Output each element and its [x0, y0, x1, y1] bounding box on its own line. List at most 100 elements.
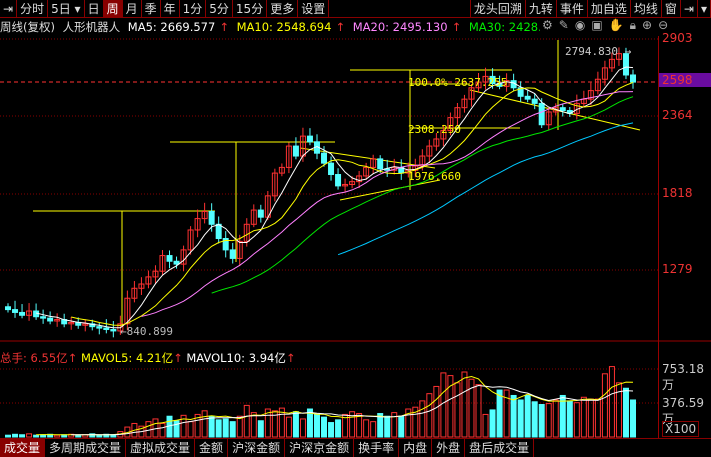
volume-bar: [271, 410, 278, 438]
toolbar-button[interactable]: 窗: [662, 0, 681, 18]
volume-tick: 376.59万: [662, 396, 704, 426]
indicator-tab[interactable]: 内盘: [399, 439, 433, 457]
candle-body: [208, 210, 215, 225]
candle-body: [5, 306, 11, 311]
total-volume: 总手: 6.55亿: [0, 351, 68, 365]
volume-bar: [587, 398, 594, 438]
mavol10-arrow: ↑: [285, 351, 296, 365]
indicator-tab[interactable]: 沪深金额: [228, 439, 286, 457]
hand-icon[interactable]: ✋: [608, 18, 624, 32]
candle-body: [26, 310, 33, 316]
ma5-value: MA5: 2669.577: [127, 20, 216, 34]
candle-body: [257, 209, 264, 218]
volume-bar: [370, 421, 377, 438]
candle-body: [349, 181, 356, 185]
toolbar-button[interactable]: ▾: [698, 0, 711, 18]
volume-bar: [398, 415, 405, 438]
candle-body: [524, 95, 531, 100]
candle-body: [306, 135, 313, 143]
toolbar-button[interactable]: ⇥: [681, 0, 698, 18]
candle-body: [68, 321, 75, 325]
volume-bar: [236, 415, 243, 438]
indicator-tab[interactable]: 多周期成交量: [45, 439, 127, 457]
fib-level-label: 2308.250: [408, 123, 461, 136]
volume-bar: [321, 416, 328, 438]
total-arrow: ↑: [67, 351, 78, 365]
candle-body: [377, 158, 384, 170]
candle-body: [40, 316, 47, 319]
indicator-tab[interactable]: 外盘: [432, 439, 466, 457]
volume-bar: [250, 412, 257, 438]
indicator-tab[interactable]: 成交量: [0, 439, 46, 457]
indicator-tab[interactable]: 盘后成交量: [465, 439, 535, 457]
toolbar-button[interactable]: 九转: [526, 0, 557, 18]
toolbar-button[interactable]: 加自选: [588, 0, 631, 18]
toolbar-button[interactable]: 月: [123, 0, 142, 18]
mavol5-arrow: ↑: [173, 351, 183, 365]
indicator-tab[interactable]: 金额: [195, 439, 229, 457]
toolbar-spacer: [329, 0, 471, 17]
candle-body: [328, 162, 335, 176]
volume-bar: [447, 375, 454, 438]
indicator-tab[interactable]: 换手率: [354, 439, 400, 457]
candle-body: [545, 111, 552, 126]
toolbar-button[interactable]: 龙头回溯: [471, 0, 526, 18]
toolbar-button[interactable]: 日: [85, 0, 104, 18]
current-price-tag: 2598: [659, 73, 711, 87]
candle-body: [159, 255, 166, 272]
toolbar-button[interactable]: 1分: [180, 0, 207, 18]
volume-bar: [377, 413, 384, 438]
indicator-tab[interactable]: 沪深京金额: [285, 439, 355, 457]
toolbar-button[interactable]: 事件: [557, 0, 588, 18]
mavol5-line: [36, 375, 634, 436]
lock-icon[interactable]: 🔒︎: [629, 18, 636, 32]
ma30-value: MA30: 2428.929: [468, 20, 540, 34]
candle-body: [426, 145, 433, 157]
candle-body: [201, 210, 208, 220]
candle-body: [489, 75, 496, 85]
ma5-arrow: ↑: [219, 20, 229, 34]
toolbar-button[interactable]: ⇥: [0, 0, 18, 18]
toolbar-button[interactable]: 更多: [267, 0, 299, 18]
candle-body: [321, 152, 328, 164]
chart-info-bar: 周线(复权) 人形机器人 MA5: 2669.577 ↑ MA10: 2548.6…: [0, 18, 540, 36]
volume-bar: [615, 382, 622, 438]
zoom-out-icon[interactable]: ⊖: [658, 18, 669, 32]
candle-body: [82, 323, 89, 326]
volume-bar: [531, 401, 538, 438]
toolbar-button[interactable]: 分时: [17, 0, 49, 18]
settings-icon[interactable]: ⚙: [542, 18, 553, 32]
candle-body: [96, 326, 103, 329]
zoom-in-icon[interactable]: ⊕: [642, 18, 653, 32]
volume-bar: [552, 399, 559, 438]
volume-bar: [440, 372, 447, 438]
drawing-line: [299, 147, 436, 169]
toolbar-button[interactable]: 年: [161, 0, 180, 18]
volume-bar: [461, 371, 468, 438]
drawing-line: [469, 89, 641, 131]
volume-bar: [489, 409, 496, 438]
toolbar-button[interactable]: 5分: [206, 0, 233, 18]
candle-body: [229, 249, 236, 259]
toolbar-button[interactable]: 季: [142, 0, 161, 18]
toolbar-button[interactable]: 均线: [631, 0, 662, 18]
candle-body: [138, 283, 145, 289]
candle-body: [419, 155, 426, 167]
volume-bar: [454, 382, 461, 438]
pen-icon[interactable]: ✎: [558, 18, 569, 32]
toolbar-button[interactable]: 5日 ▾: [48, 0, 85, 18]
volume-bar: [384, 415, 391, 438]
basket-icon[interactable]: ▣: [591, 18, 603, 32]
toolbar-button[interactable]: 设置: [298, 0, 330, 18]
candle-body: [531, 98, 538, 104]
candle-body: [335, 174, 342, 187]
toolbar-button[interactable]: 15分: [233, 0, 268, 18]
candle-body: [468, 87, 475, 100]
candle-body: [89, 323, 96, 328]
toolbar-button[interactable]: 周: [103, 0, 123, 18]
eye-icon[interactable]: ◉: [574, 18, 586, 32]
volume-bar: [630, 399, 636, 438]
indicator-tab[interactable]: 虚拟成交量: [126, 439, 196, 457]
candle-body: [250, 209, 257, 225]
